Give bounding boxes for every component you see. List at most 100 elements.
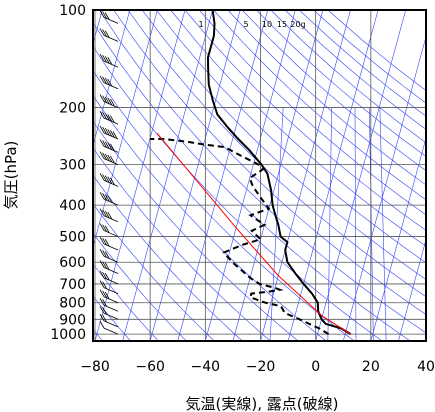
isotherm — [315, 10, 406, 341]
wind-barb-flag — [99, 306, 105, 314]
wind-barb-flag — [110, 115, 115, 123]
x-tick-label: −80 — [80, 359, 110, 375]
isotherm — [93, 10, 103, 46]
wind-barb-flag — [102, 152, 107, 160]
dry-adiabat — [93, 232, 187, 341]
dry-adiabat — [156, 10, 426, 264]
plot-frame — [92, 9, 427, 342]
wind-barb-flag — [99, 191, 105, 200]
wind-barb-flag — [104, 262, 110, 270]
y-tick-label: 700 — [59, 277, 86, 293]
profile-series — [149, 10, 352, 335]
wind-barb-flag — [99, 10, 105, 18]
wind-barb-flag — [104, 251, 110, 259]
wind-barb-flag — [99, 151, 105, 159]
wind-barb-flag — [99, 320, 105, 329]
wind-barb-flag — [104, 113, 110, 121]
x-tick-label: −40 — [191, 359, 221, 375]
dry-adiabat — [93, 22, 411, 341]
mixing-ratio-line — [369, 107, 374, 341]
wind-barb-flag — [102, 261, 107, 269]
dry-adiabat — [170, 10, 426, 247]
wind-barb-flag — [103, 0, 107, 5]
dry-adiabat — [298, 10, 426, 117]
wind-barb-flag — [102, 281, 107, 289]
isotherm — [232, 10, 324, 341]
dry-adiabat — [313, 10, 426, 104]
wind-barb-flag — [100, 0, 104, 4]
x-tick-label: 0 — [311, 359, 320, 375]
wind-barb-flag — [102, 250, 107, 258]
dry-adiabat — [141, 10, 426, 280]
wind-barb-flag — [104, 194, 110, 202]
wind-barb-flag — [107, 129, 113, 137]
wind-barb-flag — [107, 78, 113, 87]
wind-barb-flag — [99, 28, 105, 36]
wind-barb-flag — [102, 76, 107, 85]
wind-barb-flag — [104, 127, 110, 136]
wind-barb-flag — [99, 75, 105, 83]
wind-barb-flag — [102, 174, 107, 182]
dry-adiabat — [199, 10, 426, 216]
wind-barb-flag — [102, 112, 107, 120]
isotherm — [398, 238, 426, 341]
isotherm — [425, 339, 426, 341]
dry-adiabat — [127, 10, 426, 298]
wind-barb-flag — [99, 223, 105, 231]
x-tick-labels: −80 −60 −40 −20 0 20 40 — [80, 359, 435, 375]
wind-barb-flag — [110, 155, 115, 164]
x-tick-label: −20 — [246, 359, 276, 375]
isotherm — [93, 10, 131, 147]
wind-barb-flag — [99, 53, 105, 62]
mixing-ratio-line — [379, 107, 387, 341]
mixing-ratio-labels: 1 5 10 15 20g — [198, 20, 305, 29]
wind-barb-flag — [112, 131, 118, 139]
dry-adiabat — [93, 263, 159, 341]
wind-barb-flag — [102, 193, 107, 201]
dry-adiabat — [93, 203, 215, 341]
wind-barb-flag — [104, 141, 110, 149]
wind-barb-flag — [104, 291, 110, 300]
wind-barb-flag — [102, 237, 107, 246]
isotherm — [205, 10, 296, 341]
wind-barb-flag — [107, 142, 113, 150]
wind-barb-flag — [102, 271, 107, 280]
mixing-ratio-label: 5 — [243, 20, 248, 29]
wind-barb-flag — [99, 260, 105, 268]
y-tick-label: 100 — [59, 3, 86, 19]
y-tick-label: 1000 — [50, 327, 86, 343]
x-tick-label: −60 — [135, 359, 165, 375]
wind-barb-flag — [104, 272, 110, 281]
y-tick-label: 400 — [59, 198, 86, 214]
wind-barb-flag — [99, 280, 105, 288]
x-axis-title: 気温(実線), 露点(破線) — [186, 395, 339, 412]
mixing-ratio-line — [327, 107, 332, 341]
wind-barb-flag — [99, 270, 105, 279]
wind-barb-flag — [102, 54, 107, 63]
wind-barb-flag — [99, 298, 105, 306]
wind-barb-flag — [102, 209, 107, 218]
wind-barb-flag — [104, 175, 110, 183]
wind-barb-flag — [102, 307, 107, 315]
dry-adiabat — [213, 10, 426, 201]
wind-barb-flag — [104, 210, 110, 219]
wind-barb-flag — [102, 290, 107, 299]
dry-adiabat — [93, 147, 271, 341]
mixing-ratio-label: 20g — [290, 20, 305, 29]
isotherm — [149, 10, 241, 341]
wind-barb-flag — [102, 140, 107, 148]
x-tick-label: 40 — [417, 359, 435, 375]
isotherm — [260, 10, 351, 341]
wind-barb-flag — [99, 236, 105, 245]
wind-barb-flag — [102, 29, 107, 37]
dry-adiabat — [227, 10, 426, 186]
wind-barb-flag — [99, 249, 105, 257]
wind-barb-flag — [99, 110, 105, 119]
y-tick-label: 800 — [59, 296, 86, 312]
temperature-line — [206, 10, 352, 335]
y-axis-title: 気圧(hPa) — [2, 141, 20, 210]
wind-barb-flag — [104, 56, 110, 64]
isotherm — [94, 10, 186, 341]
